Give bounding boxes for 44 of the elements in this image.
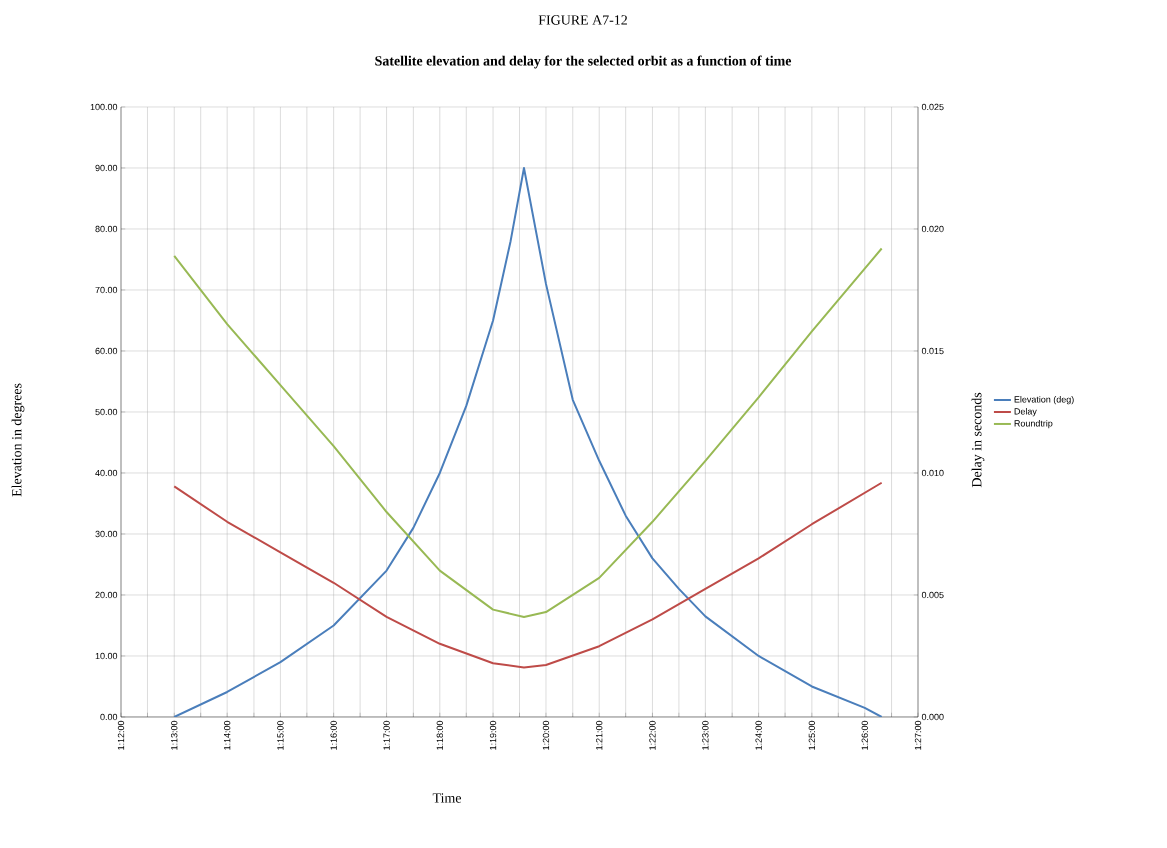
y-tick-label: 100.00 (90, 103, 118, 111)
x-tick-label: 1:21:00 (596, 720, 603, 750)
x-tick-label: 1:18:00 (436, 720, 443, 750)
y-tick-label: 80.00 (95, 225, 118, 233)
y2-axis-title: Delay in seconds (971, 392, 985, 488)
legend-label: Roundtrip (1014, 419, 1053, 429)
line-series (173, 247, 883, 618)
y-tick-label: 0.00 (100, 713, 118, 721)
y-tick-label: 90.00 (95, 164, 118, 172)
line-series (173, 481, 883, 669)
y2-tick-label: 0.010 (921, 469, 944, 477)
chart-title: FIGURE A7-12 (538, 15, 627, 25)
y-tick-label: 30.00 (95, 530, 118, 538)
y-tick-label: 20.00 (95, 591, 118, 599)
y-tick-label: 10.00 (95, 652, 118, 660)
x-tick-label: 1:14:00 (223, 720, 231, 750)
chart-subtitle: Satellite elevation and delay for the selected orbit as a function of time (375, 55, 792, 69)
y2-tick-label: 0.025 (921, 103, 944, 111)
y2-tick-label: 0.015 (921, 347, 944, 355)
x-axis-title: Time (432, 793, 461, 803)
line-series (173, 166, 883, 717)
x-tick-label: 1:16:00 (330, 720, 337, 750)
x-tick-label: 1:12:00 (117, 720, 125, 750)
x-tick-label: 1:15:00 (277, 720, 284, 750)
x-tick-label: 1:19:00 (489, 720, 497, 750)
y-axis-title: Elevation in degrees (11, 383, 25, 497)
x-tick-label: 1:25:00 (808, 720, 816, 750)
legend-label: Elevation (deg) (1014, 396, 1074, 405)
y-tick-label: 40.00 (95, 469, 118, 477)
y2-tick-label: 0.000 (921, 713, 944, 721)
x-tick-label: 1:13:00 (171, 720, 178, 750)
y-tick-label: 70.00 (95, 286, 118, 294)
y-tick-label: 60.00 (95, 347, 118, 355)
x-tick-label: 1:22:00 (649, 720, 656, 750)
legend-label: Delay (1014, 407, 1037, 417)
x-tick-label: 1:27:00 (914, 720, 922, 750)
x-tick-label: 1:17:00 (383, 720, 390, 750)
x-tick-label: 1:26:00 (861, 720, 868, 750)
x-tick-label: 1:20:00 (542, 720, 550, 750)
y2-tick-label: 0.020 (921, 225, 944, 233)
x-tick-label: 1:23:00 (702, 720, 709, 750)
y-tick-label: 50.00 (95, 408, 118, 416)
x-tick-label: 1:24:00 (755, 720, 762, 750)
y2-tick-label: 0.005 (921, 591, 944, 599)
